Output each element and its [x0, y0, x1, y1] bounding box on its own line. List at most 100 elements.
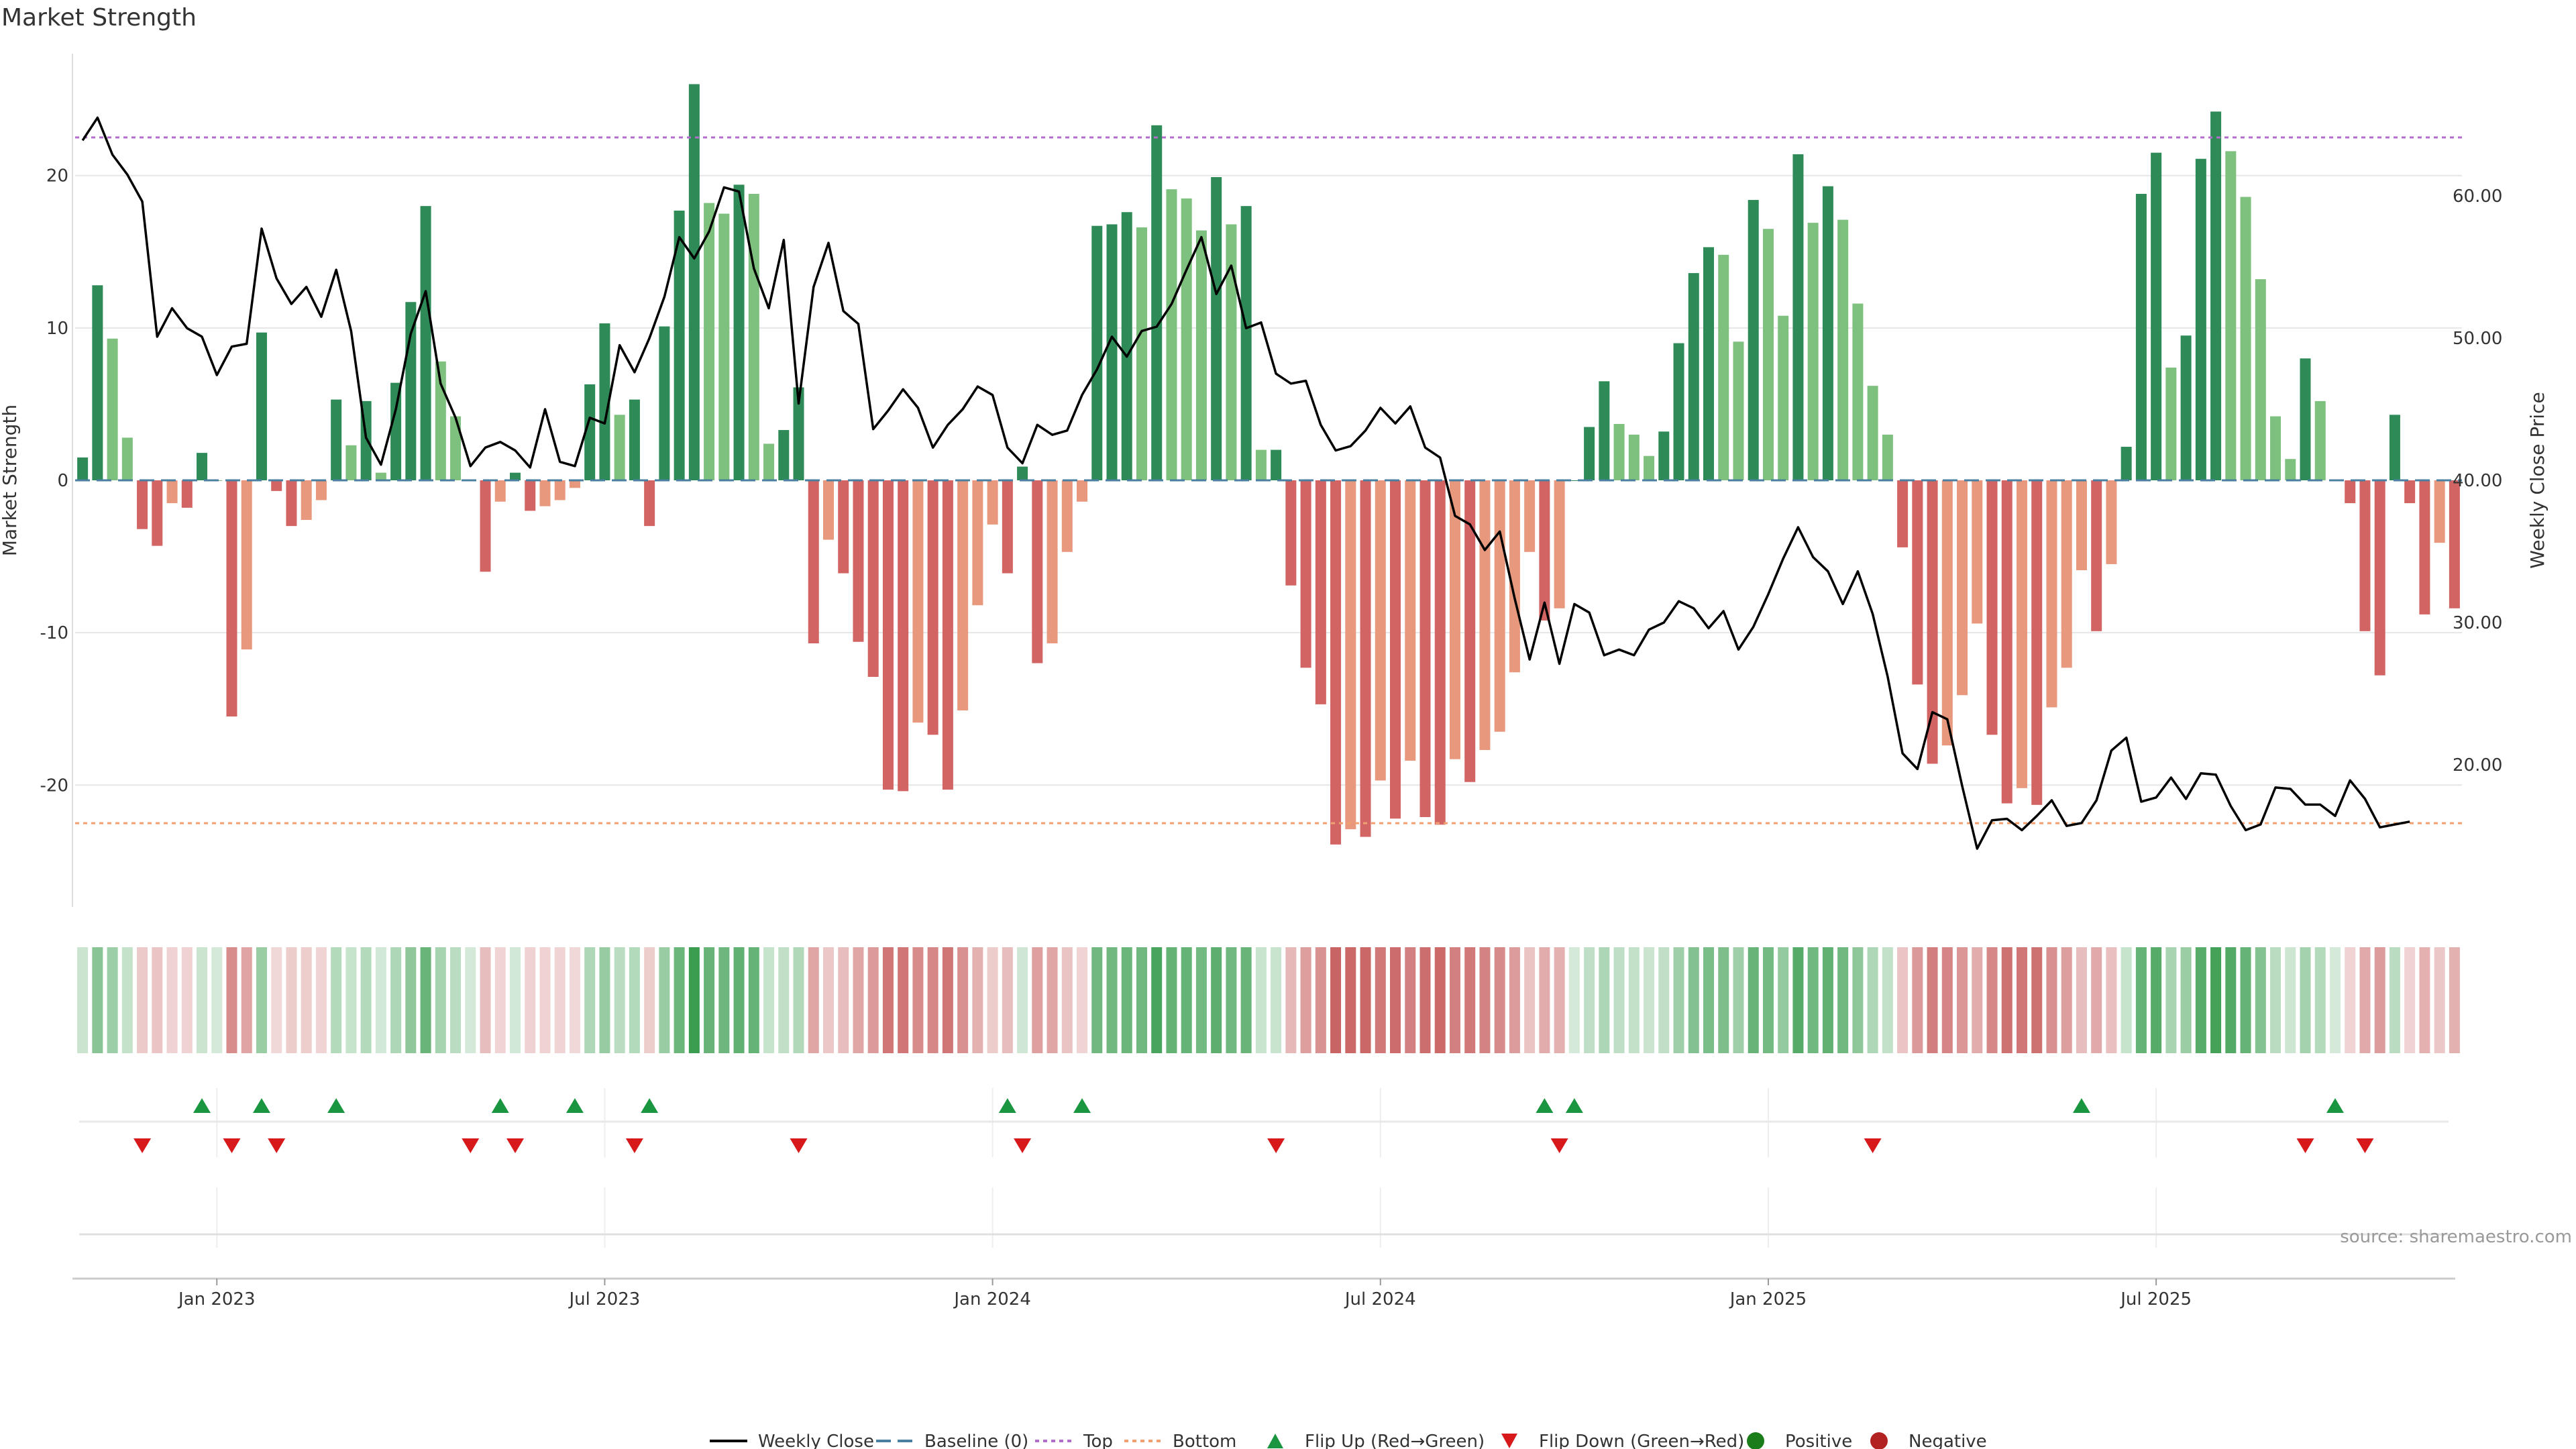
strength-bar-negative: [226, 480, 237, 717]
heat-cell: [2285, 947, 2296, 1053]
heat-cell: [1584, 947, 1595, 1053]
strength-bar-positive: [614, 415, 625, 480]
strength-bar-positive: [2255, 279, 2266, 480]
strength-bar-positive: [256, 332, 267, 480]
flip-down-marker: [1267, 1138, 1285, 1153]
heat-cell: [1703, 947, 1715, 1053]
strength-bar-negative: [1360, 480, 1371, 837]
strength-bar-positive: [1867, 386, 1878, 480]
flip-up-marker: [193, 1098, 211, 1113]
strength-bar-negative: [927, 480, 938, 735]
legend-label: Weekly Close: [758, 1432, 874, 1449]
right-tick-label: 60.00: [2453, 186, 2502, 207]
heat-cell: [1852, 947, 1864, 1053]
heat-cell: [569, 947, 580, 1053]
strength-bar-negative: [1032, 480, 1043, 663]
x-tick-label: Jan 2023: [177, 1289, 256, 1309]
strength-bar-positive: [331, 399, 342, 480]
heat-cell: [1644, 947, 1655, 1053]
strength-bar-negative: [1957, 480, 1968, 696]
strength-bar-positive: [688, 84, 700, 481]
flip-up-marker: [252, 1098, 270, 1113]
heat-cell: [1897, 947, 1909, 1053]
heat-cell: [942, 947, 953, 1053]
strength-bar-negative: [822, 480, 834, 540]
heat-cell: [1211, 947, 1222, 1053]
strength-bar-negative: [1554, 480, 1565, 608]
strength-bar-negative: [1330, 480, 1342, 845]
strength-bar-negative: [838, 480, 849, 574]
heat-cell: [1658, 947, 1670, 1053]
strength-bar-positive: [450, 416, 462, 480]
heat-cell: [420, 947, 431, 1053]
heat-cell: [2345, 947, 2356, 1053]
heat-cell: [1718, 947, 1729, 1053]
left-tick-label: 0: [57, 471, 68, 491]
strength-bar-negative: [867, 480, 879, 678]
strength-bar-negative: [1941, 480, 1953, 746]
strength-bar-positive: [2195, 158, 2206, 481]
heat-cell: [256, 947, 267, 1053]
heat-cell: [793, 947, 804, 1053]
heat-cell: [315, 947, 327, 1053]
x-axis-ticks: Jan 2023 Jul 2023 Jan 2024 Jul 2024 Jan 2025…: [177, 1279, 2192, 1309]
heat-cell: [107, 947, 118, 1053]
strength-bar-negative: [569, 480, 580, 488]
heat-cell: [1046, 947, 1058, 1053]
main-panel: 20 10 0 -10 -20 60.00 50.00 40.00 30.00 20.00 Ma…: [0, 54, 2548, 907]
strength-bar-negative: [286, 480, 297, 527]
heat-cell: [226, 947, 237, 1053]
strength-bar-negative: [315, 480, 327, 500]
strength-bar-positive: [1240, 206, 1252, 480]
strength-bar-positive: [1762, 229, 1774, 480]
flip-down-marker: [2356, 1138, 2374, 1153]
legend-item-positive: Positive: [1747, 1432, 1852, 1449]
x-tick-label: Jan 2024: [953, 1289, 1031, 1309]
strength-bar-negative: [554, 480, 566, 500]
strength-bar-positive: [2121, 447, 2132, 480]
heat-cell: [77, 947, 89, 1053]
heat-cell: [1061, 947, 1073, 1053]
heat-cell: [1166, 947, 1177, 1053]
strength-bar-positive: [778, 430, 790, 480]
strength-bar-negative: [1927, 480, 1938, 764]
strength-bar-positive: [1822, 186, 1833, 480]
legend-label: Negative: [1909, 1432, 1987, 1449]
strength-bar-positive: [390, 382, 402, 480]
heat-cell: [1628, 947, 1640, 1053]
strength-bar-positive: [121, 437, 133, 480]
heat-cell: [1464, 947, 1476, 1053]
heat-cell: [1882, 947, 1893, 1053]
heat-cell: [1300, 947, 1311, 1053]
heat-cell: [1479, 947, 1491, 1053]
legend-label: Flip Down (Green→Red): [1539, 1432, 1744, 1449]
strength-bar-negative: [957, 480, 969, 710]
strength-bar-negative: [1375, 480, 1386, 781]
heat-cell: [1255, 947, 1267, 1053]
legend-item-flip-down: Flip Down (Green→Red): [1501, 1432, 1744, 1449]
strength-bar-negative: [2359, 480, 2371, 631]
heat-cell: [748, 947, 759, 1053]
heat-cell: [912, 947, 924, 1053]
strength-bar-positive: [197, 453, 208, 480]
strength-bar-positive: [375, 472, 386, 480]
heat-cell: [1271, 947, 1282, 1053]
legend-label: Positive: [1785, 1432, 1852, 1449]
strength-bar-positive: [1837, 219, 1849, 480]
heat-cell: [2061, 947, 2072, 1053]
flip-down-marker: [1864, 1138, 1882, 1153]
heat-cell: [1837, 947, 1849, 1053]
strength-bar-negative: [2061, 480, 2072, 668]
heat-cell: [629, 947, 640, 1053]
strength-bar-positive: [1703, 247, 1715, 480]
heat-cell: [957, 947, 969, 1053]
strength-bar-negative: [2345, 480, 2356, 504]
heat-cell: [1539, 947, 1550, 1053]
heat-cell: [808, 947, 819, 1053]
heat-cell: [2225, 947, 2237, 1053]
strength-bar-positive: [1136, 227, 1147, 480]
strength-bar-negative: [2419, 480, 2430, 614]
strength-bar-positive: [405, 302, 417, 480]
left-tick-label: 10: [46, 319, 68, 339]
